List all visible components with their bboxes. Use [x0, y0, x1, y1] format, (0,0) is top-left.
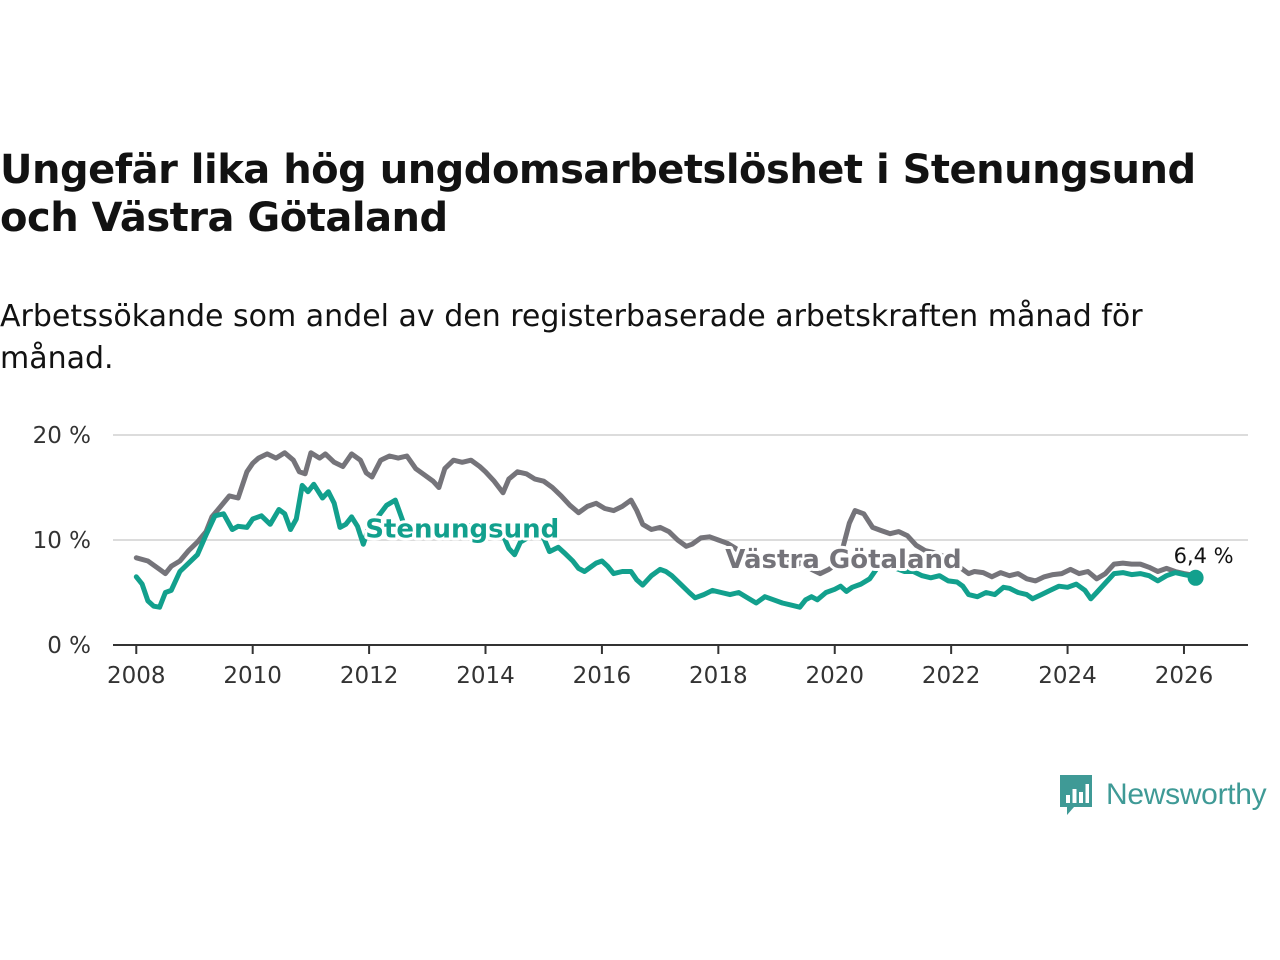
- brand-name: Newsworthy: [1106, 778, 1267, 811]
- x-tick-label: 2022: [922, 663, 981, 689]
- x-tick-label: 2008: [107, 663, 166, 689]
- x-tick-label: 2014: [456, 663, 515, 689]
- line-chart: 2008 2010 2012 2014 2016 2018 2020 2022 2024 2026…: [33, 423, 1248, 689]
- series-line-stenungsund: [133, 481, 1199, 610]
- end-point-marker: [1187, 569, 1204, 586]
- brand-logo: Newsworthy: [1058, 772, 1267, 818]
- y-tick-label: 10 %: [33, 528, 91, 554]
- series-labels: Stenungsund Västra Götaland 6,4 %: [362, 511, 1236, 586]
- x-tick-label: 2018: [689, 663, 748, 689]
- y-tick-label: 0 %: [47, 633, 91, 659]
- series-label-v-stra-g-taland: Västra Götaland: [725, 545, 961, 575]
- x-tick-label: 2026: [1155, 663, 1214, 689]
- x-axis: 2008 2010 2012 2014 2016 2018 2020 2022 2024 2026: [107, 644, 1248, 689]
- x-tick-label: 2012: [340, 663, 399, 689]
- end-value-label: 6,4 %: [1174, 544, 1234, 568]
- y-axis-labels: 0 % 10 % 20 %: [33, 423, 91, 659]
- grid-lines: [113, 434, 1248, 541]
- series-lines: [133, 450, 1199, 610]
- y-tick-label: 20 %: [33, 423, 91, 449]
- series-label-stenungsund: Stenungsund: [365, 514, 559, 544]
- series-line-v-stra-g-taland: [133, 450, 1199, 584]
- chart-title: Ungefär lika hög ungdomsarbetslöshet i S…: [0, 147, 1196, 241]
- newsworthy-logo-icon: [1060, 775, 1092, 815]
- chart-subtitle: Arbetssökande som andel av den registerb…: [0, 299, 1143, 376]
- x-tick-label: 2020: [805, 663, 864, 689]
- x-tick-label: 2016: [573, 663, 632, 689]
- x-tick-label: 2024: [1038, 663, 1097, 689]
- x-tick-label: 2010: [223, 663, 282, 689]
